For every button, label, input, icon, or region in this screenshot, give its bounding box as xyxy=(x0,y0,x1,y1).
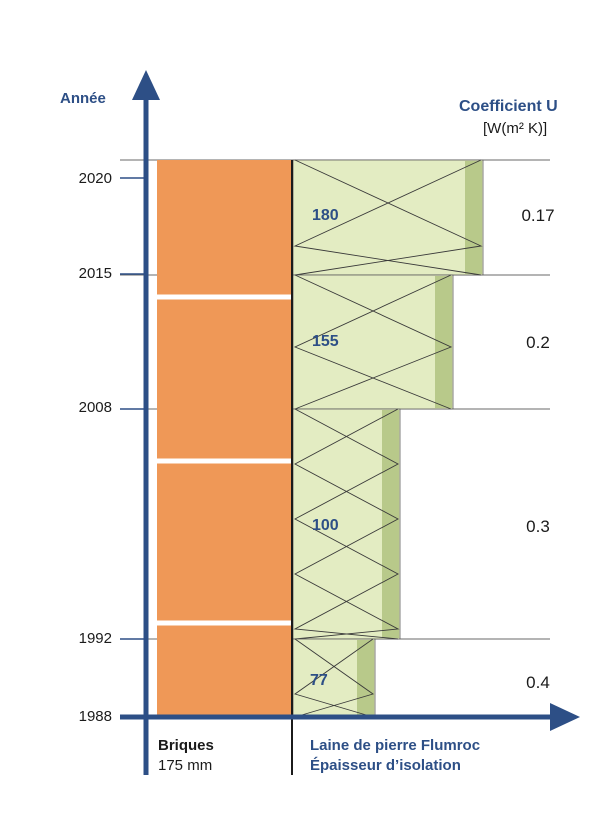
insulation-zigzag-b-1 xyxy=(293,274,452,410)
insulation-zigzag-0 xyxy=(294,159,483,276)
brick-title: Briques xyxy=(158,737,214,754)
y-axis-arrowhead xyxy=(132,70,160,100)
insulation-zigzag-1 xyxy=(294,274,453,410)
u-coefficient-unit: [W(m² K)] xyxy=(483,120,548,137)
insulation-zigzag-b-0 xyxy=(293,159,482,276)
year-tick-2008: 2008 xyxy=(78,399,112,416)
brick-column xyxy=(157,160,291,717)
insulation-band-1 xyxy=(292,274,454,410)
thickness-label-100: 100 xyxy=(312,517,339,534)
u-value-04: 0.4 xyxy=(526,673,550,692)
mortar-joint-0 xyxy=(157,294,291,300)
mortar-joint-1 xyxy=(157,458,291,464)
year-tick-2020: 2020 xyxy=(78,170,112,187)
mortar-joint-2 xyxy=(157,620,291,626)
thickness-label-180: 180 xyxy=(312,207,339,224)
u-value-017: 0.17 xyxy=(521,206,555,225)
insulation-zigzag-3 xyxy=(294,638,375,718)
x-axis-arrowhead xyxy=(550,703,580,731)
insulation-edge-1 xyxy=(435,276,452,408)
u-coefficient-title: Coefficient U xyxy=(459,98,558,115)
insulation-edge-2 xyxy=(382,410,399,638)
insulation-edge-0 xyxy=(465,161,482,274)
y-axis-label: Année xyxy=(60,90,106,107)
year-tick-1992: 1992 xyxy=(78,630,112,647)
year-tick-2015: 2015 xyxy=(78,265,112,282)
thickness-label-77: 77 xyxy=(310,672,328,689)
thickness-label-155: 155 xyxy=(312,333,339,350)
insulation-title: Laine de pierre Flumroc xyxy=(310,737,481,754)
insulation-edge-3 xyxy=(357,640,374,716)
brick-caption: Briques 175 mm xyxy=(158,736,214,776)
u-value-03: 0.3 xyxy=(526,517,550,536)
insulation-caption: Laine de pierre Flumroc Épaisseur d’isol… xyxy=(310,736,480,776)
brick-size: 175 mm xyxy=(158,757,213,774)
insulation-zigzag-b-2 xyxy=(294,408,400,640)
insulation-subtitle: Épaisseur d’isolation xyxy=(310,757,461,774)
insulation-zigzag-b-3 xyxy=(293,638,374,718)
year-tick-1988: 1988 xyxy=(78,708,112,725)
u-value-02: 0.2 xyxy=(526,333,550,352)
